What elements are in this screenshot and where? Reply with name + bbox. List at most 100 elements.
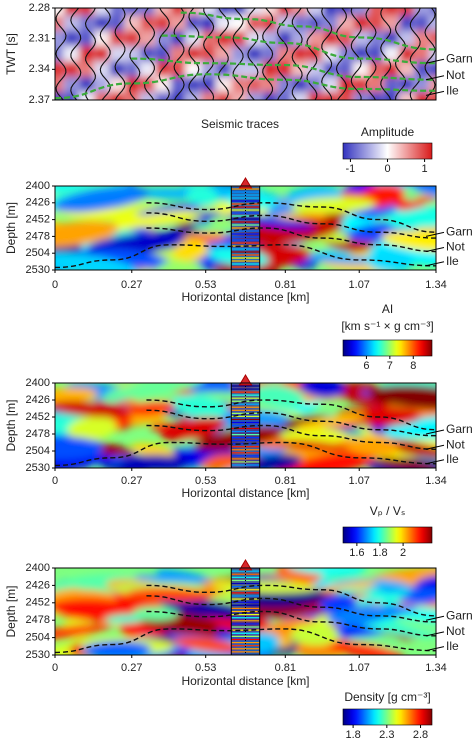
colorbar-label: AI <box>382 302 393 316</box>
seismic-trace <box>70 8 82 100</box>
seismic-trace <box>262 8 274 100</box>
property-blob <box>397 617 436 635</box>
y-tick-label: 2452 <box>26 411 50 423</box>
amplitude-cell <box>94 61 109 81</box>
property-blob <box>55 186 102 197</box>
colorbar <box>342 708 433 726</box>
amplitude-cell <box>94 8 109 20</box>
amplitude-cell <box>399 15 414 35</box>
amplitude-cell <box>64 8 79 20</box>
property-blob <box>290 196 376 214</box>
horizon-pointer <box>425 631 445 637</box>
property-blob <box>132 606 179 621</box>
plot-frame <box>54 7 437 101</box>
property-blob <box>82 641 152 655</box>
amplitude-cell <box>55 46 63 66</box>
seismic-trace <box>291 8 303 100</box>
x-tick-label: 1.07 <box>349 279 370 291</box>
amplitude-cell <box>170 8 185 20</box>
y-tick-label: 2.34 <box>29 63 50 75</box>
y-tick-label: 2426 <box>26 579 50 591</box>
property-blob <box>273 450 377 468</box>
amplitude-cell <box>384 76 399 96</box>
amplitude-cell <box>369 30 384 50</box>
amplitude-cell <box>155 76 170 96</box>
seismic-trace <box>84 8 97 100</box>
property-blob <box>55 387 98 405</box>
seismic-trace <box>114 8 126 100</box>
amplitude-cell <box>55 76 63 96</box>
amplitude-cell <box>262 61 277 81</box>
property-blob <box>102 383 205 400</box>
seismic-trace <box>335 8 347 100</box>
horizon <box>55 244 436 269</box>
colorbar-tick-label: -1 <box>346 163 356 175</box>
seismic-trace <box>55 8 67 100</box>
horizon <box>180 11 436 51</box>
amplitude-cell <box>79 76 94 96</box>
x-tick-label: 0 <box>52 279 58 291</box>
amplitude-cell <box>308 76 323 96</box>
y-axis-label: TWT [s] <box>4 33 18 75</box>
y-tick-label: 2530 <box>26 462 50 474</box>
property-blob <box>388 206 436 230</box>
amplitude-cell <box>384 30 399 50</box>
amplitude-cell <box>186 76 201 96</box>
horizon <box>146 399 436 431</box>
horizon-pointer <box>425 459 445 465</box>
property-blob <box>186 186 219 206</box>
colorbar-tick-label: 6 <box>363 360 369 372</box>
horizon <box>55 441 436 467</box>
horizon-label: Not <box>446 68 465 82</box>
seismic-trace <box>203 8 215 100</box>
property-blob <box>182 232 228 243</box>
horizon-pointer <box>425 615 445 621</box>
amplitude-cell <box>430 76 436 96</box>
amplitude-cell <box>109 92 124 100</box>
amplitude-cell <box>79 92 94 100</box>
property-blob <box>126 400 176 417</box>
amplitude-cell <box>384 92 399 100</box>
horizon <box>55 73 436 100</box>
amplitude-cell <box>353 61 368 81</box>
amplitude-cell <box>140 76 155 96</box>
amplitude-cell <box>94 15 109 35</box>
x-tick-label: 0.53 <box>195 279 216 291</box>
amplitude-cell <box>430 8 436 20</box>
amplitude-cell <box>140 30 155 50</box>
amplitude-cell <box>353 8 368 20</box>
y-tick-label: 2504 <box>26 632 50 644</box>
colorbar <box>342 142 433 160</box>
plot-frame <box>54 567 437 656</box>
amplitude-cell <box>170 46 185 66</box>
amplitude-cell <box>109 46 124 66</box>
horizon-label: Not <box>446 240 465 254</box>
x-axis-label: Horizontal distance [km] <box>181 674 309 688</box>
horizon-pointer <box>425 90 445 96</box>
amplitude-cell <box>369 15 384 35</box>
horizon-pointer <box>425 444 445 450</box>
seismic-trace <box>306 8 318 100</box>
caption: Seismic traces <box>201 117 279 131</box>
amplitude-cell <box>399 92 414 100</box>
property-blob <box>384 415 436 439</box>
amplitude-cell <box>292 46 307 66</box>
plot-image <box>55 383 436 468</box>
x-tick-label: 1.34 <box>425 662 446 674</box>
property-blob <box>364 239 436 266</box>
property-blob <box>342 590 412 607</box>
horizon-label: Not <box>446 437 465 451</box>
plot-image <box>55 568 436 655</box>
x-tick-label: 0 <box>52 662 58 674</box>
y-axis-label: Depth [m] <box>4 585 18 637</box>
amplitude-cell <box>353 92 368 100</box>
colorbar-label: Density [g cm⁻³] <box>344 690 430 704</box>
amplitude-cell <box>201 76 216 96</box>
horizon-pointer <box>425 646 445 652</box>
amplitude-cell <box>262 46 277 66</box>
property-blob <box>365 604 417 616</box>
amplitude-cell <box>109 8 124 20</box>
amplitude-cell <box>430 61 436 81</box>
amplitude-cell <box>262 8 277 20</box>
